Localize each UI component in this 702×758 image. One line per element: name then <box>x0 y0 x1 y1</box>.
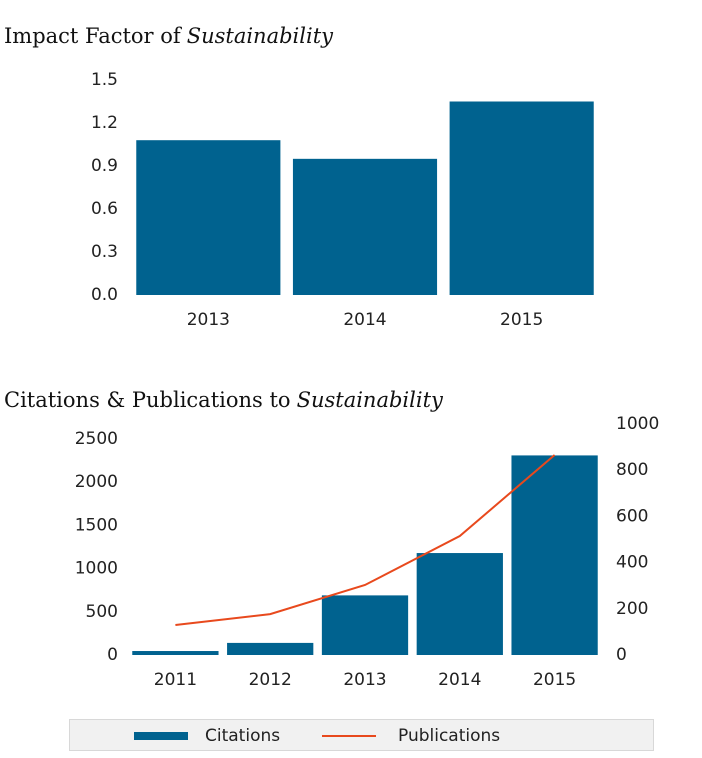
title-part: Impact Factor of <box>4 24 183 48</box>
y-tick-label: 1000 <box>75 559 118 579</box>
bar <box>449 101 594 295</box>
y2-tick-label: 0 <box>616 645 627 665</box>
y2-tick-label: 1000 <box>616 414 659 434</box>
y-tick-label: 0.6 <box>91 199 118 219</box>
y-tick-label: 500 <box>86 602 118 622</box>
y-tick-label: 1500 <box>75 515 118 535</box>
x-tick-label: 2011 <box>154 670 197 690</box>
bar <box>321 595 409 655</box>
bar <box>136 140 281 295</box>
legend-swatch <box>134 732 188 740</box>
legend-label: Citations <box>205 726 280 746</box>
bar <box>132 651 219 655</box>
y-tick-label: 2000 <box>75 472 118 492</box>
y-tick-label: 1.2 <box>91 113 118 133</box>
y-tick-label: 0.3 <box>91 242 118 262</box>
y2-tick-label: 800 <box>616 460 648 480</box>
x-tick-label: 2012 <box>249 670 292 690</box>
y-tick-label: 0.9 <box>91 156 118 176</box>
title-part: Sustainability <box>187 24 334 48</box>
y-tick-label: 1.5 <box>91 70 118 90</box>
chart-title: Impact Factor of Sustainability <box>4 24 334 48</box>
bar <box>416 553 503 655</box>
y-tick-label: 0.0 <box>91 285 118 305</box>
y2-tick-label: 200 <box>616 599 648 619</box>
bar <box>227 642 314 655</box>
chart-title: Citations & Publications to Sustainabilit… <box>4 388 444 412</box>
line <box>175 454 556 626</box>
legend-label: Publications <box>398 726 500 746</box>
title-part: Sustainability <box>297 388 444 412</box>
y-tick-label: 2500 <box>75 429 118 449</box>
y-tick-label: 0 <box>107 645 118 665</box>
title-part: Citations & Publications to <box>4 388 291 412</box>
x-tick-label: 2014 <box>343 310 386 330</box>
y2-tick-label: 600 <box>616 506 648 526</box>
bar <box>511 455 598 655</box>
x-tick-label: 2013 <box>343 670 386 690</box>
x-tick-label: 2014 <box>438 670 481 690</box>
x-tick-label: 2015 <box>500 310 543 330</box>
x-tick-label: 2013 <box>187 310 230 330</box>
x-tick-label: 2015 <box>533 670 576 690</box>
bar <box>292 158 438 295</box>
y2-tick-label: 400 <box>616 553 648 573</box>
